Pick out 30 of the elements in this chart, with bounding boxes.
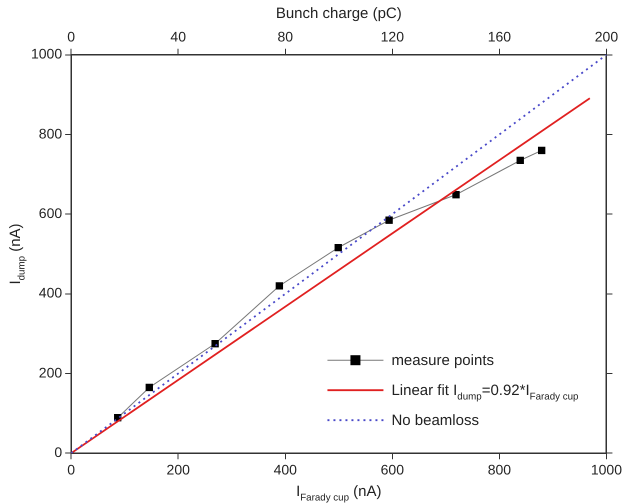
- y-tick-label: 200: [38, 364, 62, 380]
- x2-tick-label: 40: [170, 28, 186, 44]
- x2-tick-label: 160: [488, 28, 512, 44]
- point: [276, 282, 284, 290]
- x2-tick-label: 120: [380, 28, 404, 44]
- x2-tick-label: 0: [67, 28, 76, 44]
- y-tick-label: 400: [38, 284, 62, 301]
- point: [211, 340, 219, 348]
- x-tick-label: 0: [67, 461, 76, 478]
- y-tick-label: 600: [38, 205, 62, 222]
- x-tick-label: 400: [274, 461, 298, 478]
- x-tick-label: 600: [380, 461, 404, 478]
- y-tick-label: 0: [54, 444, 62, 460]
- point: [516, 156, 524, 164]
- x-tick-label: 1000: [590, 461, 622, 478]
- point: [452, 190, 460, 198]
- point: [146, 384, 153, 392]
- point: [538, 146, 546, 154]
- y-tick-label: 1000: [30, 46, 62, 62]
- y-tick-label: 800: [38, 125, 62, 142]
- legend-label: No beamloss: [391, 412, 479, 430]
- x2-tick-label: 200: [594, 28, 618, 44]
- x-tick-label: 800: [488, 461, 512, 478]
- point: [385, 216, 393, 224]
- point: [334, 244, 342, 252]
- y-axis-title: Idump (nA): [7, 223, 28, 285]
- x-tick-label: 200: [166, 461, 190, 478]
- legend-label: measure points: [391, 352, 494, 370]
- x2-axis-title: Bunch charge (pC): [276, 5, 402, 22]
- x2-tick-label: 80: [277, 28, 294, 44]
